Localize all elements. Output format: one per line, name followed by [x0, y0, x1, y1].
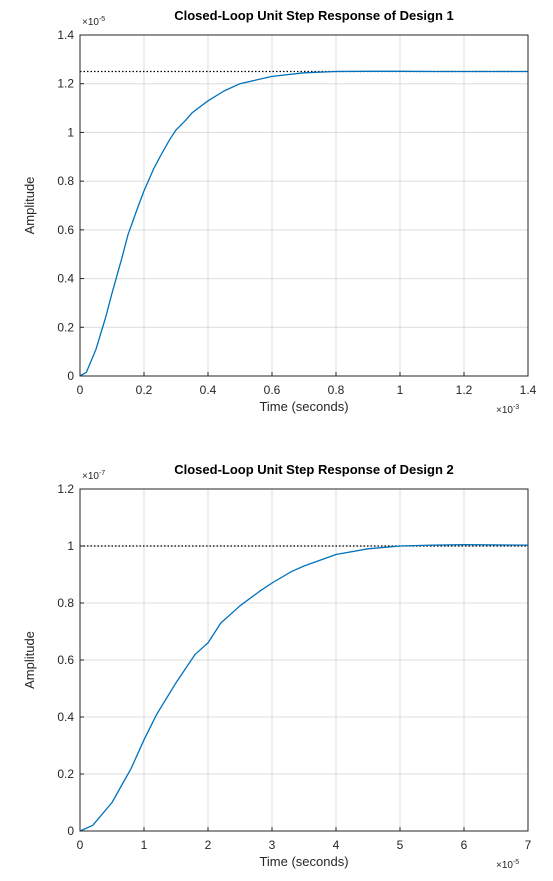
y-tick-label: 1.4 — [57, 28, 74, 42]
chart-title: Closed-Loop Unit Step Response of Design… — [174, 462, 454, 477]
plot-area — [80, 35, 528, 376]
x-exponent-power: -3 — [513, 404, 519, 411]
axes-box — [79, 34, 529, 377]
y-tick-label: 0.8 — [57, 596, 74, 610]
x-tick-label: 1.2 — [456, 383, 473, 397]
x-tick-label: 1.4 — [520, 383, 537, 397]
y-tick-label: 0.4 — [57, 272, 74, 286]
x-tick-label: 4 — [333, 838, 340, 852]
x-tick-label: 0.6 — [264, 383, 281, 397]
chart-1: 0 0.2 0.4 0.6 0.8 1 1.2 1.4 0 0.2 0.4 0.6 0.8 1 1.2 1.4… — [22, 8, 537, 416]
step-response-line — [79, 70, 528, 377]
y-tick-label: 0.2 — [57, 767, 74, 781]
y-tick-label: 1.2 — [57, 482, 74, 496]
x-tick-label: 0.4 — [200, 383, 217, 397]
y-tick-label: 0.6 — [57, 223, 74, 237]
x-tick-label: 5 — [397, 838, 404, 852]
x-tick-label: 0.8 — [328, 383, 345, 397]
y-tick-label: 0 — [67, 369, 74, 383]
x-tick-label: 0 — [77, 838, 84, 852]
step-response-line — [79, 543, 529, 832]
x-tick-label: 1 — [141, 838, 148, 852]
y-exponent-power: -7 — [99, 470, 105, 477]
y-tick-label: 0.4 — [57, 710, 74, 724]
y-tick-label: 0 — [67, 824, 74, 838]
y-exponent-power: -5 — [99, 16, 105, 23]
chart-title: Closed-Loop Unit Step Response of Design… — [174, 8, 454, 23]
x-tick-label: 6 — [461, 838, 468, 852]
y-axis-label: Amplitude — [22, 631, 37, 689]
y-tick-label: 0.6 — [57, 653, 74, 667]
x-tick-label: 7 — [525, 838, 532, 852]
y-tick-label: 1.2 — [57, 77, 74, 91]
y-exponent-label: ×10-5 — [82, 16, 105, 28]
x-exponent-power: -5 — [513, 859, 519, 866]
y-tick-label: 1 — [67, 539, 74, 553]
x-tick-label: 0 — [77, 383, 84, 397]
x-axis-label: Time (seconds) — [259, 399, 348, 414]
x-tick-label: 0.2 — [136, 383, 153, 397]
x-exponent-label: ×10-5 — [496, 859, 519, 871]
x-tick-label: 1 — [397, 383, 404, 397]
x-tick-label: 2 — [205, 838, 212, 852]
y-exponent-label: ×10-7 — [82, 470, 105, 482]
x-axis-label: Time (seconds) — [259, 854, 348, 869]
y-tick-label: 0.2 — [57, 320, 74, 334]
y-tick-label: 0.8 — [57, 174, 74, 188]
chart-2: 0 1 2 3 4 5 6 7 0 0.2 0.4 0.6 0.8 1 1.2 Closed-Loop Uni… — [22, 462, 532, 871]
x-tick-label: 3 — [269, 838, 276, 852]
y-tick-label: 1 — [67, 125, 74, 139]
x-exponent-label: ×10-3 — [496, 404, 519, 416]
y-axis-label: Amplitude — [22, 177, 37, 235]
